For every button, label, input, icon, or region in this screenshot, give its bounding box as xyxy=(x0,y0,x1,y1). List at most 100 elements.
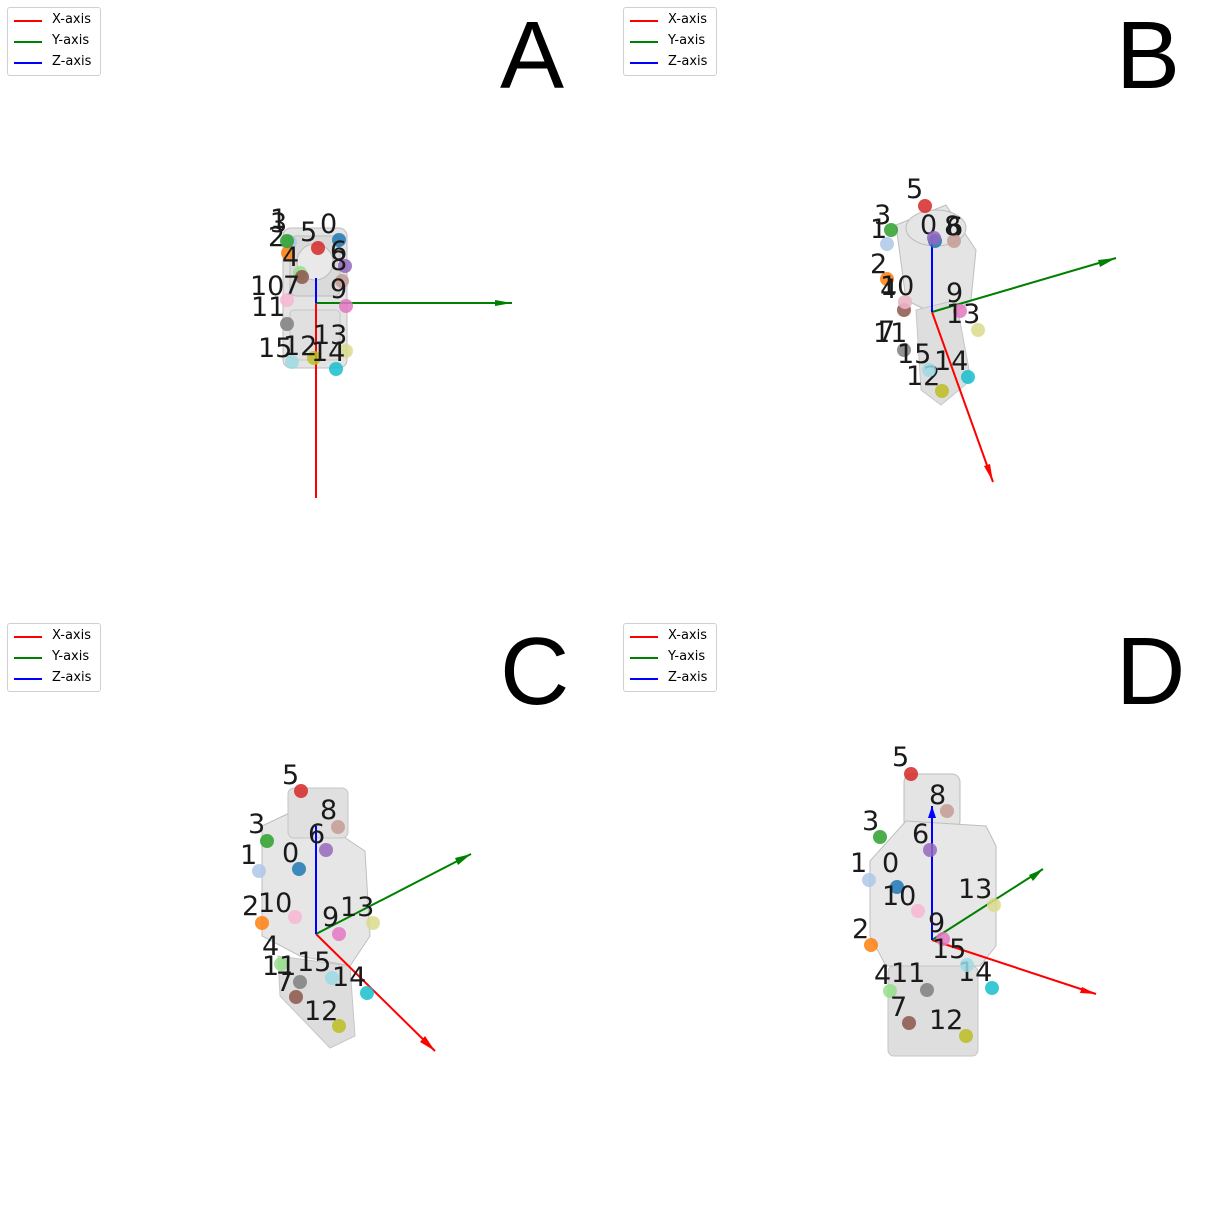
legend: X-axis Y-axis Z-axis xyxy=(7,623,101,692)
keypoint-label-8: 8 xyxy=(944,211,961,242)
legend-label: Y-axis xyxy=(52,33,90,48)
keypoint-label-1: 1 xyxy=(240,840,257,871)
x-axis-arrowhead xyxy=(984,464,993,482)
keypoint-label-1: 1 xyxy=(850,848,867,879)
keypoint-11 xyxy=(280,317,294,331)
panel-letter: D xyxy=(1116,618,1186,725)
keypoint-12 xyxy=(307,351,321,365)
keypoint-2 xyxy=(255,916,269,930)
keypoint-label-14: 14 xyxy=(311,337,345,368)
keypoint-10 xyxy=(288,910,302,924)
keypoint-label-5: 5 xyxy=(282,760,299,791)
keypoint-6 xyxy=(927,231,941,245)
keypoint-3 xyxy=(873,830,887,844)
keypoint-15 xyxy=(285,355,299,369)
legend-label: Y-axis xyxy=(668,649,706,664)
keypoint-15 xyxy=(922,363,936,377)
keypoint-8 xyxy=(331,820,345,834)
panel-letter: C xyxy=(500,618,570,725)
keypoint-4 xyxy=(274,957,288,971)
keypoint-14 xyxy=(961,370,975,384)
keypoint-label-10: 10 xyxy=(880,271,914,302)
keypoint-label-7: 7 xyxy=(890,992,907,1023)
keypoint-7 xyxy=(902,1016,916,1030)
keypoint-label-0: 0 xyxy=(320,209,337,240)
panel-b: X-axis Y-axis Z-axis B 0 1 2 3 4 5 6 7 8 9 10 11 12 1… xyxy=(616,0,1232,616)
keypoint-label-13: 13 xyxy=(946,299,980,330)
keypoint-2 xyxy=(880,272,894,286)
keypoint-label-4: 4 xyxy=(874,960,891,991)
keypoint-1 xyxy=(880,237,894,251)
keypoint-11 xyxy=(293,975,307,989)
keypoint-14 xyxy=(360,986,374,1000)
x-axis-line xyxy=(931,311,994,483)
keypoint-5 xyxy=(904,767,918,781)
y-axis-line xyxy=(931,257,1117,313)
keypoint-label-15: 15 xyxy=(297,947,331,978)
z-axis-arrowhead xyxy=(928,806,936,818)
x-axis-line xyxy=(315,933,436,1052)
keypoint-label-6: 6 xyxy=(912,819,929,850)
keypoint-5 xyxy=(294,784,308,798)
keypoint-9 xyxy=(339,299,353,313)
keypoint-4 xyxy=(883,984,897,998)
keypoint-1 xyxy=(252,864,266,878)
panel-c: X-axis Y-axis Z-axis C 0 1 2 3 4 5 6 7 8 9 10 11 12 1… xyxy=(0,616,616,1232)
keypoint-label-1: 1 xyxy=(270,204,287,235)
keypoint-7 xyxy=(289,990,303,1004)
keypoint-label-13: 13 xyxy=(958,874,992,905)
keypoint-6 xyxy=(338,259,352,273)
legend-label: X-axis xyxy=(52,628,91,643)
legend-label: Z-axis xyxy=(52,670,92,685)
keypoint-label-3: 3 xyxy=(862,806,879,837)
legend-label: Y-axis xyxy=(52,649,90,664)
keypoint-3 xyxy=(280,234,294,248)
legend-label: Z-axis xyxy=(668,54,708,69)
legend: X-axis Y-axis Z-axis xyxy=(7,7,101,76)
legend-label: Z-axis xyxy=(668,670,708,685)
keypoint-10 xyxy=(898,295,912,309)
keypoint-label-14: 14 xyxy=(934,346,968,377)
panel-a: X-axis Y-axis Z-axis A 0 1 2 3 4 5 6 7 8 9 10 11 12 1… xyxy=(0,0,616,616)
x-axis-arrowhead xyxy=(1080,987,1096,994)
keypoint-label-7: 7 xyxy=(276,967,293,998)
keypoint-label-4: 4 xyxy=(880,274,897,305)
keypoint-label-5: 5 xyxy=(906,174,923,205)
keypoint-3 xyxy=(260,834,274,848)
keypoint-label-4: 4 xyxy=(262,931,279,962)
keypoint-15 xyxy=(960,958,974,972)
keypoint-2 xyxy=(281,246,295,260)
keypoint-label-11: 11 xyxy=(251,292,285,323)
keypoint-9 xyxy=(332,927,346,941)
keypoint-13 xyxy=(971,323,985,337)
keypoint-12 xyxy=(935,384,949,398)
keypoint-2 xyxy=(864,938,878,952)
keypoint-label-8: 8 xyxy=(320,795,337,826)
keypoint-0 xyxy=(292,862,306,876)
keypoint-11 xyxy=(897,343,911,357)
object-body xyxy=(895,204,977,406)
panel-d: X-axis Y-axis Z-axis D 0 1 2 3 4 5 6 7 8 9 10 11 12 1… xyxy=(616,616,1232,1232)
keypoint-8 xyxy=(335,274,349,288)
keypoint-label-8: 8 xyxy=(330,246,347,277)
keypoint-label-7: 7 xyxy=(878,316,895,347)
keypoint-8 xyxy=(947,234,961,248)
keypoint-14 xyxy=(985,981,999,995)
keypoint-12 xyxy=(959,1029,973,1043)
keypoint-label-3: 3 xyxy=(248,809,265,840)
keypoint-9 xyxy=(936,932,950,946)
keypoint-13 xyxy=(987,898,1001,912)
keypoint-7 xyxy=(295,270,309,284)
keypoint-label-9: 9 xyxy=(946,278,963,309)
legend-label: Y-axis xyxy=(668,33,706,48)
y-axis-line xyxy=(315,853,472,935)
keypoint-label-3: 3 xyxy=(874,200,891,231)
keypoint-label-10: 10 xyxy=(250,271,284,302)
legend: X-axis Y-axis Z-axis xyxy=(623,7,717,76)
panel-letter: B xyxy=(1116,2,1181,109)
keypoint-10 xyxy=(911,904,925,918)
legend: X-axis Y-axis Z-axis xyxy=(623,623,717,692)
